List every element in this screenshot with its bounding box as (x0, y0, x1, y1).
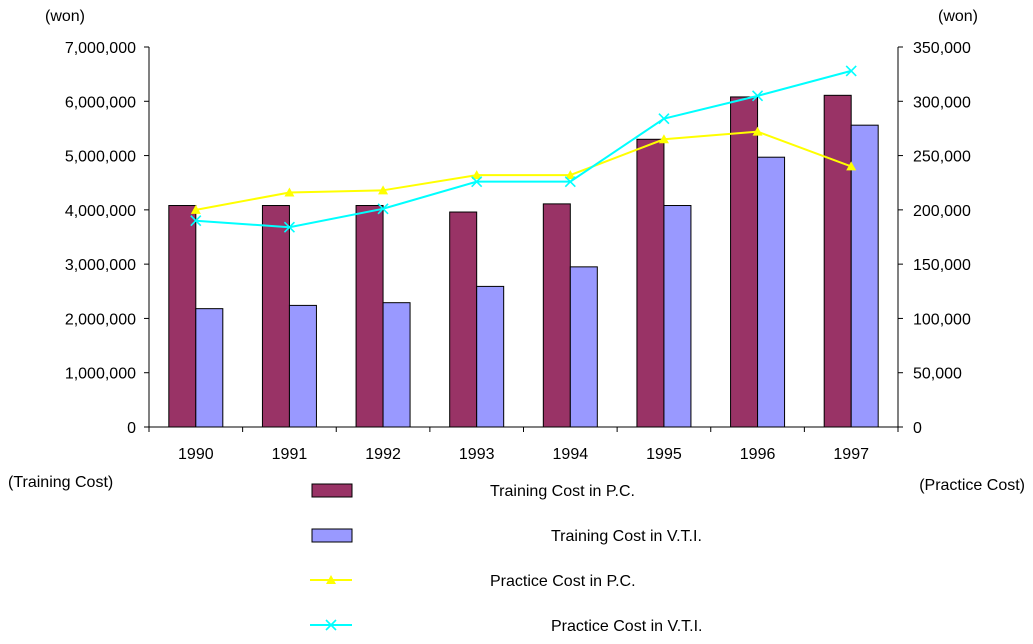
legend-entry: Training Cost in V.T.I. (311, 528, 702, 545)
left-tick-label: 7,000,000 (65, 40, 136, 57)
right-tick-label: 350,000 (913, 40, 971, 57)
bar-training-pc (730, 96, 759, 428)
bar-training-vti (288, 304, 317, 428)
legend-entry: Practice Cost in P.C. (310, 573, 636, 590)
line-practice-vti (195, 69, 852, 229)
x-tick-label: 1996 (740, 446, 776, 463)
right-tick-label: 300,000 (913, 94, 971, 111)
right-axis-unit: (won) (938, 8, 978, 25)
bar-training-vti (663, 205, 692, 428)
legend-swatch (311, 528, 353, 543)
right-tick-label: 0 (913, 420, 922, 437)
x-tick-label: 1995 (646, 446, 682, 463)
marker-practice-pc (471, 170, 482, 180)
left-tick-label: 2,000,000 (65, 311, 136, 328)
legend-marker (326, 575, 336, 584)
legend-label: Training Cost in V.T.I. (551, 528, 702, 545)
right-axis-label: (Practice Cost) (919, 477, 1025, 494)
marker-practice-pc (658, 134, 669, 144)
bar-training-pc (355, 205, 384, 428)
legend-swatch (311, 483, 353, 498)
bar-training-pc (542, 203, 571, 428)
bar-training-pc (168, 205, 197, 428)
left-axis-unit: (won) (45, 8, 85, 25)
plot-area: 0 1,000,000 2,000,000 3,000,000 4,000,000 5,0… (65, 40, 971, 463)
marker-practice-pc (846, 161, 857, 171)
x-tick-label: 1992 (365, 446, 401, 463)
bar-training-vti (195, 308, 224, 428)
left-tick-label: 1,000,000 (65, 366, 136, 383)
right-tick-label: 100,000 (913, 311, 971, 328)
right-tick-label: 250,000 (913, 149, 971, 166)
left-axis-label: (Training Cost) (8, 474, 113, 491)
x-tick-label: 1991 (272, 446, 308, 463)
bar-training-vti (757, 156, 786, 428)
x-tick-label: 1994 (553, 446, 589, 463)
marker-practice-vti (564, 176, 576, 188)
marker-practice-vti (283, 221, 296, 233)
left-tick-label: 5,000,000 (65, 149, 136, 166)
marker-practice-vti (471, 176, 483, 188)
legend-label: Practice Cost in P.C. (490, 573, 636, 590)
legend-marker (325, 619, 337, 631)
marker-practice-pc (752, 126, 763, 136)
bar-training-vti (382, 302, 411, 428)
x-tick-label: 1990 (178, 446, 214, 463)
right-tick-label: 150,000 (913, 257, 971, 274)
marker-practice-pc (378, 185, 389, 195)
marker-practice-pc (565, 170, 576, 180)
bar-training-vti (476, 285, 505, 428)
left-tick-label: 3,000,000 (65, 257, 136, 274)
line-practice-pc (195, 130, 852, 211)
marker-practice-vti (658, 113, 670, 125)
marker-practice-vti (190, 215, 202, 227)
bar-training-pc (449, 211, 478, 428)
bar-training-pc (261, 205, 290, 428)
bar-training-vti (569, 266, 598, 428)
legend-label: Practice Cost in V.T.I. (551, 618, 702, 635)
legend: Training Cost in P.C. Training Cost in V.… (310, 483, 702, 635)
marker-practice-pc (284, 187, 295, 197)
x-tick-label: 1993 (459, 446, 495, 463)
bar-training-pc (636, 138, 665, 428)
left-tick-label: 4,000,000 (65, 203, 136, 220)
legend-entry: Training Cost in P.C. (311, 483, 635, 500)
right-tick-label: 200,000 (913, 203, 971, 220)
left-tick-label: 0 (127, 420, 136, 437)
bar-training-vti (850, 124, 879, 428)
bar-training-pc (823, 94, 852, 428)
marker-practice-vti (377, 203, 389, 215)
marker-practice-pc (190, 204, 201, 214)
left-tick-label: 6,000,000 (65, 94, 136, 111)
x-tick-label: 1997 (833, 446, 869, 463)
marker-practice-vti (845, 65, 857, 77)
right-tick-label: 50,000 (913, 366, 962, 383)
marker-practice-vti (751, 90, 764, 102)
legend-label: Training Cost in P.C. (490, 483, 635, 500)
legend-entry: Practice Cost in V.T.I. (310, 618, 702, 635)
